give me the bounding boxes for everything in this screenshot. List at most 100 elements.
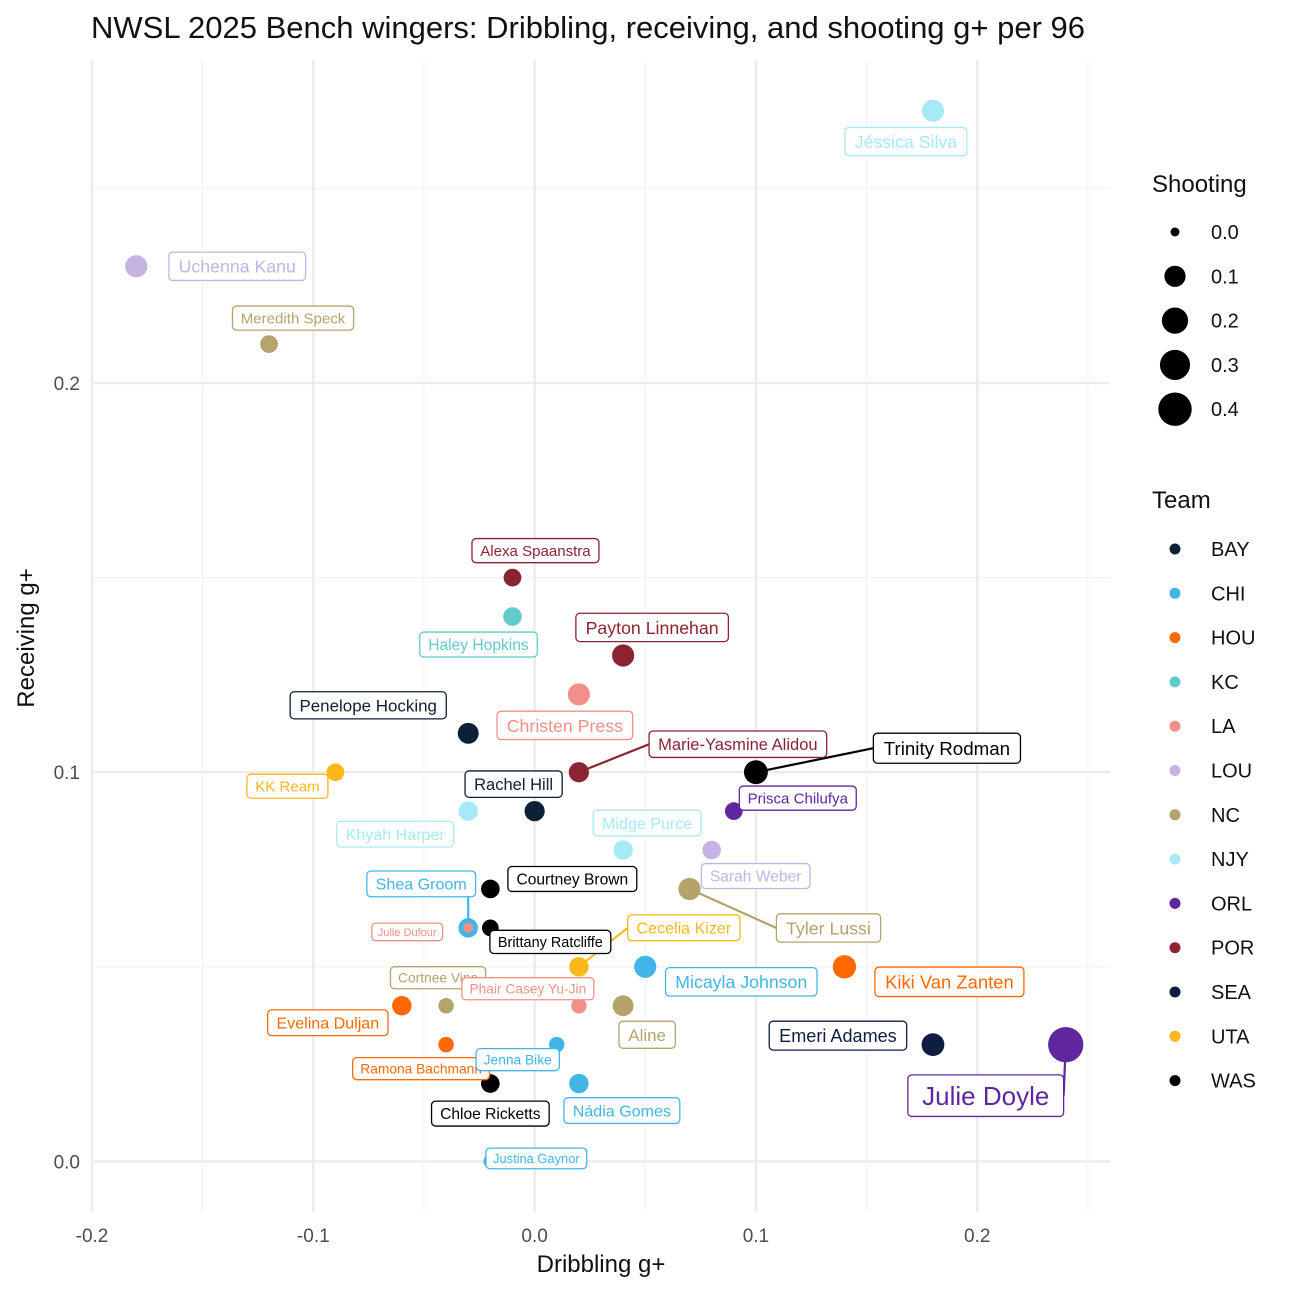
point-ramona-bachmann bbox=[438, 1036, 454, 1053]
team-legend-label: BAY bbox=[1211, 539, 1250, 561]
label-tyler-lussi: Tyler Lussi bbox=[786, 918, 871, 938]
team-legend-key bbox=[1169, 853, 1181, 865]
connector-trinity-rodman bbox=[755, 747, 874, 774]
point-midge-purce bbox=[613, 840, 633, 860]
point-uchenna-kanu bbox=[125, 255, 148, 278]
label-box-midge-purce bbox=[592, 809, 702, 837]
label-box-prisca-chilufya bbox=[738, 785, 857, 811]
size-legend-title: Shooting bbox=[1152, 171, 1247, 198]
size-legend-key bbox=[1158, 392, 1192, 426]
point-labels: Jéssica Silva Uchenna Kanu Meredith Speck A… bbox=[168, 126, 1065, 1170]
label-box-courtney-brown bbox=[507, 865, 638, 893]
size-legend-key bbox=[1161, 307, 1189, 334]
size-legend-label: 0.2 bbox=[1211, 311, 1239, 333]
point-christen-press bbox=[567, 683, 590, 706]
y-tick-label: 0.0 bbox=[54, 1152, 80, 1173]
label-jenna-bike: Jenna Bike bbox=[484, 1053, 552, 1068]
label-box-jessica-silva bbox=[844, 126, 968, 157]
label-prisca-chilufya: Prisca Chilufya bbox=[748, 791, 849, 808]
team-legend-key bbox=[1169, 942, 1181, 954]
label-haley-hopkins: Haley Hopkins bbox=[428, 637, 529, 654]
point-julie-dufour bbox=[463, 922, 474, 933]
label-emeri-adames: Emeri Adames bbox=[779, 1026, 897, 1046]
point-marie-yasmine-alidou bbox=[568, 762, 589, 783]
team-legend-key bbox=[1169, 897, 1181, 909]
label-box-evelina-duljan bbox=[266, 1009, 389, 1037]
chart-title: NWSL 2025 Bench wingers: Dribbling, rece… bbox=[91, 10, 1085, 45]
label-brittany-ratcliffe: Brittany Ratcliffe bbox=[498, 935, 603, 951]
point-sarah-weber bbox=[702, 840, 721, 860]
team-legend-label: UTA bbox=[1211, 1026, 1250, 1048]
point-kiki-van-zanten bbox=[832, 955, 857, 979]
label-phair-casey-yu-jin: Phair Casey Yu-Jin bbox=[469, 982, 586, 997]
team-legend-label: KC bbox=[1211, 672, 1239, 694]
point-cecelia-kizer bbox=[569, 957, 589, 977]
point-emeri-adames bbox=[921, 1033, 945, 1057]
label-box-penelope-hocking bbox=[289, 691, 447, 720]
point-kk-ream bbox=[326, 763, 345, 782]
label-box-khyah-harper bbox=[336, 820, 455, 848]
data-points bbox=[125, 99, 1084, 1169]
team-legend-label: CHI bbox=[1211, 583, 1245, 605]
team-legend-key bbox=[1169, 809, 1181, 821]
point-jessica-silva bbox=[921, 99, 945, 122]
label-box-aline bbox=[618, 1020, 676, 1049]
team-legend-label: SEA bbox=[1211, 982, 1252, 1004]
point-phair-casey-yu-jin bbox=[571, 998, 587, 1014]
point-micayla-johnson bbox=[634, 955, 657, 978]
label-box-rachel-hill bbox=[464, 770, 563, 799]
label-chloe-ricketts: Chloe Ricketts bbox=[440, 1106, 541, 1123]
team-legend-key bbox=[1169, 720, 1181, 732]
point-nadia-gomes bbox=[569, 1073, 589, 1094]
team-legend-label: LOU bbox=[1211, 761, 1252, 783]
label-box-julie-doyle bbox=[907, 1074, 1065, 1118]
point-cortnee-vine bbox=[438, 998, 454, 1014]
label-micayla-johnson: Micayla Johnson bbox=[675, 972, 807, 992]
team-legend-key bbox=[1169, 1030, 1181, 1042]
label-jessica-silva: Jéssica Silva bbox=[855, 132, 958, 152]
label-meredith-speck: Meredith Speck bbox=[241, 311, 346, 328]
label-box-trinity-rodman bbox=[872, 732, 1022, 764]
point-rachel-hill bbox=[524, 801, 545, 822]
label-cortnee-vine: Cortnee Vine bbox=[398, 971, 478, 986]
x-tick-label: -0.1 bbox=[297, 1226, 330, 1247]
label-box-tyler-lussi bbox=[775, 913, 882, 943]
point-courtney-brown bbox=[481, 879, 500, 899]
team-legend-label: POR bbox=[1211, 938, 1254, 960]
x-tick-label: 0.2 bbox=[964, 1226, 990, 1247]
label-marie-yasmine-alidou: Marie-Yasmine Alidou bbox=[658, 735, 817, 754]
label-ramona-bachmann: Ramona Bachmann bbox=[360, 1062, 482, 1077]
label-evelina-duljan: Evelina Duljan bbox=[276, 1015, 379, 1033]
label-box-christen-press bbox=[496, 710, 634, 741]
x-tick-label: 0.1 bbox=[743, 1226, 769, 1247]
size-legend-key bbox=[1159, 349, 1191, 380]
label-box-micayla-johnson bbox=[664, 966, 818, 997]
label-rachel-hill: Rachel Hill bbox=[474, 775, 553, 794]
x-axis-ticks: -0.2 -0.1 0.0 0.1 0.2 bbox=[76, 1226, 991, 1247]
connector-marie-yasmine-alidou bbox=[578, 743, 650, 774]
label-alexa-spaanstra: Alexa Spaanstra bbox=[480, 543, 591, 560]
team-legend: BAY CHI HOU KC LA LOU NC NJY ORL POR SEA UTA WAS bbox=[1169, 539, 1256, 1093]
point-payton-linnehan bbox=[612, 644, 635, 667]
size-legend-label: 0.4 bbox=[1211, 399, 1239, 421]
label-midge-purce: Midge Purce bbox=[602, 815, 692, 833]
team-legend-key bbox=[1169, 632, 1181, 644]
point-khyah-harper bbox=[458, 801, 478, 821]
label-courtney-brown: Courtney Brown bbox=[516, 872, 628, 889]
point-aline bbox=[612, 995, 634, 1017]
team-legend-label: NC bbox=[1211, 805, 1240, 827]
label-justina-gaynor: Justina Gaynor bbox=[493, 1151, 580, 1166]
point-prisca-chilufya bbox=[724, 802, 743, 820]
team-legend-label: ORL bbox=[1211, 893, 1252, 915]
y-tick-label: 0.2 bbox=[54, 374, 80, 395]
team-legend-label: LA bbox=[1211, 716, 1236, 738]
label-uchenna-kanu: Uchenna Kanu bbox=[179, 257, 296, 277]
size-legend-label: 0.1 bbox=[1211, 266, 1239, 288]
label-box-jenna-bike bbox=[475, 1047, 561, 1072]
point-meredith-speck bbox=[260, 335, 278, 353]
team-legend-key bbox=[1169, 676, 1181, 688]
point-trinity-rodman bbox=[743, 760, 768, 785]
team-legend-key bbox=[1169, 1075, 1181, 1087]
